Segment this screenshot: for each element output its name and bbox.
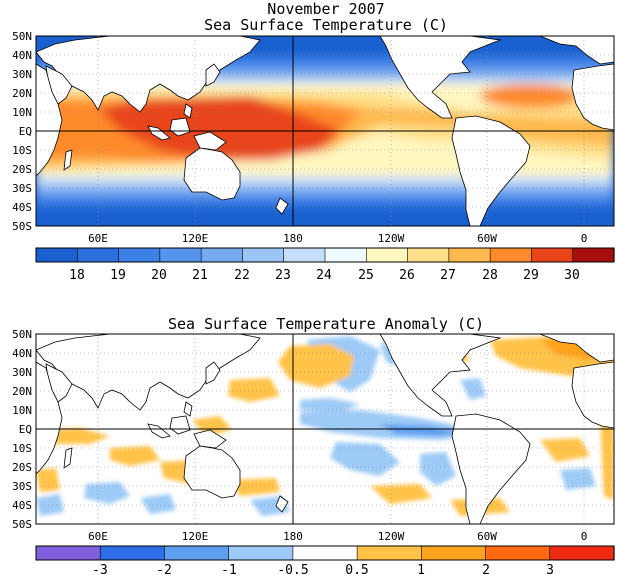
colorbar-swatch (549, 545, 615, 561)
colorbar-swatch (283, 247, 326, 263)
figure-title: November 2007 (267, 0, 384, 18)
anomaly-colorbar-labels: -3 -2 -1 -0.5 0.5 1 2 3 (92, 563, 554, 575)
lat-label: 40N (12, 49, 32, 62)
sst-colorbar-swatches (35, 247, 615, 263)
lat-label: 50N (12, 328, 32, 341)
colorbar-label: 22 (234, 268, 250, 283)
colorbar-swatch (76, 247, 120, 263)
colorbar-swatch (164, 545, 230, 561)
colorbar-label: 28 (482, 268, 498, 283)
lat-label: 10N (12, 404, 32, 417)
lat-label: 30S (12, 182, 32, 195)
lon-label: 0 (581, 530, 588, 543)
lon-label: 0 (581, 232, 588, 245)
anomaly-lat-labels: 50N 40N 30N 20N 10N EQ 10S 20S 30S 40S 5… (12, 328, 32, 531)
colorbar-swatch (159, 247, 202, 263)
anomaly-colorbar-swatches (35, 545, 615, 561)
sst-lat-labels: 50N 40N 30N 20N 10N EQ 10S 20S 30S 40S 5… (12, 30, 32, 233)
lat-label: 40N (12, 347, 32, 360)
colorbar-label: 18 (69, 268, 85, 283)
sst-lon-labels: 60E 120E 180 120W 60W 0 (88, 232, 587, 245)
colorbar-label: 20 (151, 268, 167, 283)
lat-label: 10S (12, 442, 32, 455)
colorbar-swatch (365, 247, 409, 263)
colorbar-swatch (118, 247, 161, 263)
anomaly-colorbar-frame (35, 545, 615, 561)
colorbar-swatch (572, 247, 615, 263)
colorbar-swatch (200, 247, 244, 263)
colorbar-swatch (407, 247, 450, 263)
lat-label: 20N (12, 385, 32, 398)
colorbar-swatch (99, 545, 166, 561)
colorbar-swatch (35, 247, 78, 263)
lon-label: 180 (283, 232, 303, 245)
colorbar-label: -0.5 (277, 563, 308, 575)
anomaly-panel-title: Sea Surface Temperature Anomaly (C) (168, 315, 484, 333)
colorbar-label: 24 (316, 268, 332, 283)
colorbar-label: 1 (417, 563, 425, 575)
lat-label: EQ (19, 423, 32, 436)
lon-label: 60W (477, 530, 497, 543)
colorbar-label: -1 (221, 563, 237, 575)
lon-label: 120W (378, 530, 405, 543)
lat-label: 30N (12, 68, 32, 81)
colorbar-label: 25 (358, 268, 374, 283)
lat-label: 20S (12, 163, 32, 176)
lat-label: 50S (12, 518, 32, 531)
sst-panel-title: Sea Surface Temperature (C) (204, 16, 448, 34)
lat-label: 10S (12, 144, 32, 157)
sst-colorbar-labels: 18 19 20 21 22 23 24 25 26 27 28 29 30 (69, 268, 580, 283)
colorbar-label: 19 (110, 268, 126, 283)
colorbar-label: 21 (192, 268, 208, 283)
sst-colorbar-frame (35, 247, 615, 263)
lat-label: 40S (12, 499, 32, 512)
colorbar-label: 23 (275, 268, 291, 283)
colorbar-label: 30 (564, 268, 580, 283)
lat-label: 40S (12, 201, 32, 214)
colorbar-label: 2 (482, 563, 490, 575)
lat-label: 10N (12, 106, 32, 119)
lat-label: 20S (12, 461, 32, 474)
lon-label: 60E (88, 232, 108, 245)
colorbar-swatch (448, 247, 491, 263)
colorbar-swatch (356, 545, 422, 561)
lon-label: 60E (88, 530, 108, 543)
lat-label: 50S (12, 220, 32, 233)
colorbar-label: 29 (523, 268, 539, 283)
colorbar-swatch (242, 247, 285, 263)
anomaly-map (36, 334, 614, 524)
colorbar-swatch (35, 545, 101, 561)
colorbar-swatch (292, 545, 358, 561)
colorbar-swatch (489, 247, 533, 263)
colorbar-swatch (228, 545, 294, 561)
lat-label: 30S (12, 480, 32, 493)
colorbar-label: 26 (399, 268, 415, 283)
anomaly-gridlines (36, 334, 614, 524)
anomaly-lon-labels: 60E 120E 180 120W 60W 0 (88, 530, 587, 543)
lon-label: 60W (477, 232, 497, 245)
colorbar-swatch (324, 247, 367, 263)
anomaly-colorbar: -3 -2 -1 -0.5 0.5 1 2 3 (35, 545, 615, 575)
lon-label: 180 (283, 530, 303, 543)
colorbar-swatch (421, 545, 487, 561)
colorbar-label: 3 (546, 563, 554, 575)
lon-label: 120E (182, 232, 209, 245)
colorbar-label: 0.5 (345, 563, 368, 575)
lat-label: 50N (12, 30, 32, 43)
colorbar-label: -2 (156, 563, 172, 575)
sst-gridlines (36, 36, 614, 226)
colorbar-label: 27 (440, 268, 456, 283)
lon-label: 120E (182, 530, 209, 543)
colorbar-label: -3 (92, 563, 108, 575)
colorbar-swatch (531, 247, 574, 263)
lat-label: EQ (19, 125, 32, 138)
lon-label: 120W (378, 232, 405, 245)
lat-label: 20N (12, 87, 32, 100)
lat-label: 30N (12, 366, 32, 379)
colorbar-swatch (485, 545, 551, 561)
sst-colorbar: 18 19 20 21 22 23 24 25 26 27 28 29 30 (35, 247, 615, 283)
